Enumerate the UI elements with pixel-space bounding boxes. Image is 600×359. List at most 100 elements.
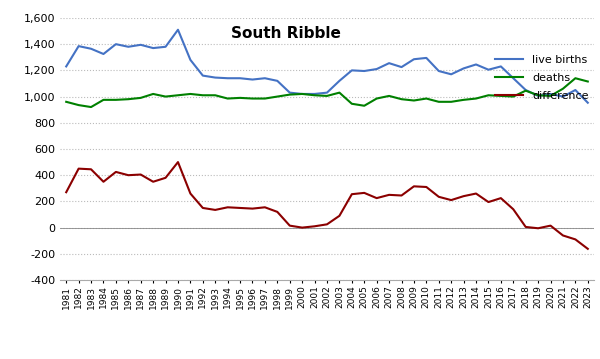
deaths <box>485 93 492 97</box>
difference <box>472 191 479 196</box>
live births <box>75 44 82 48</box>
deaths <box>448 100 455 104</box>
difference <box>236 206 244 210</box>
difference <box>187 191 194 196</box>
difference <box>162 176 169 180</box>
deaths <box>373 96 380 101</box>
live births <box>249 78 256 82</box>
deaths <box>547 94 554 98</box>
live births <box>547 92 554 96</box>
difference <box>274 210 281 214</box>
difference <box>361 191 368 195</box>
live births <box>361 69 368 73</box>
live births <box>423 56 430 60</box>
difference <box>249 206 256 211</box>
live births <box>385 61 392 65</box>
difference <box>199 206 206 210</box>
live births <box>410 57 418 61</box>
live births <box>112 42 119 46</box>
difference <box>137 172 145 177</box>
deaths <box>535 93 542 97</box>
live births <box>212 75 219 80</box>
deaths <box>348 102 355 106</box>
deaths <box>323 94 331 98</box>
live births <box>398 65 405 69</box>
difference <box>584 247 592 251</box>
difference <box>497 196 505 200</box>
live births <box>199 74 206 78</box>
deaths <box>274 94 281 99</box>
difference <box>112 170 119 174</box>
Text: South Ribble: South Ribble <box>231 26 341 41</box>
deaths <box>137 96 145 100</box>
deaths <box>497 94 505 98</box>
live births <box>435 69 442 73</box>
difference <box>448 198 455 202</box>
live births <box>149 46 157 50</box>
live births <box>509 76 517 80</box>
difference <box>75 167 82 171</box>
deaths <box>472 96 479 101</box>
live births <box>175 28 182 32</box>
deaths <box>236 96 244 100</box>
Line: difference: difference <box>66 162 588 249</box>
deaths <box>175 93 182 97</box>
deaths <box>88 105 95 109</box>
deaths <box>311 93 318 97</box>
deaths <box>336 90 343 95</box>
difference <box>336 214 343 218</box>
live births <box>299 92 306 96</box>
deaths <box>398 97 405 101</box>
deaths <box>149 92 157 96</box>
difference <box>212 208 219 212</box>
difference <box>100 180 107 184</box>
live births <box>286 90 293 95</box>
Legend: live births, deaths, difference: live births, deaths, difference <box>495 55 589 101</box>
live births <box>236 76 244 80</box>
deaths <box>299 92 306 96</box>
deaths <box>224 96 231 101</box>
live births <box>162 45 169 49</box>
deaths <box>572 76 579 80</box>
deaths <box>460 98 467 102</box>
live births <box>224 76 231 80</box>
difference <box>547 224 554 228</box>
deaths <box>286 93 293 97</box>
deaths <box>212 93 219 97</box>
live births <box>535 94 542 98</box>
deaths <box>162 94 169 99</box>
difference <box>435 195 442 199</box>
live births <box>323 90 331 95</box>
Line: deaths: deaths <box>66 78 588 107</box>
difference <box>224 205 231 209</box>
difference <box>460 194 467 198</box>
deaths <box>75 103 82 107</box>
deaths <box>100 98 107 102</box>
deaths <box>262 96 269 101</box>
difference <box>348 192 355 196</box>
difference <box>175 160 182 164</box>
deaths <box>125 97 132 101</box>
live births <box>485 67 492 72</box>
deaths <box>187 92 194 96</box>
difference <box>559 233 566 238</box>
live births <box>88 47 95 51</box>
deaths <box>584 79 592 84</box>
live births <box>584 101 592 105</box>
live births <box>472 62 479 67</box>
deaths <box>361 104 368 108</box>
difference <box>323 222 331 227</box>
live births <box>125 45 132 49</box>
difference <box>299 225 306 230</box>
deaths <box>249 96 256 101</box>
live births <box>187 58 194 62</box>
deaths <box>199 93 206 97</box>
difference <box>535 226 542 230</box>
difference <box>385 193 392 197</box>
difference <box>522 225 529 229</box>
deaths <box>559 87 566 91</box>
live births <box>373 67 380 71</box>
live births <box>137 43 145 47</box>
deaths <box>423 96 430 101</box>
deaths <box>410 98 418 103</box>
